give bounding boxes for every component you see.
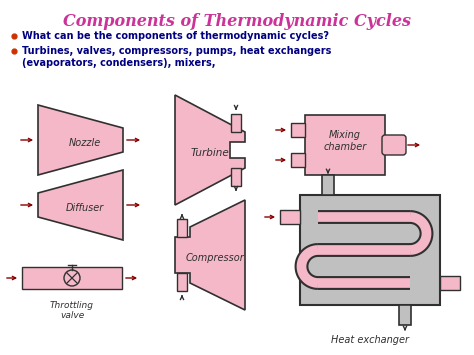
Text: Turbines, valves, compressors, pumps, heat exchangers
(evaporators, condensers),: Turbines, valves, compressors, pumps, he…	[22, 46, 331, 67]
Bar	[231, 114, 241, 132]
Bar	[300, 195, 440, 305]
Bar	[280, 210, 300, 224]
Text: Components of Thermodynamic Cycles: Components of Thermodynamic Cycles	[63, 13, 411, 30]
Polygon shape	[38, 105, 123, 175]
Text: Mixing
chamber: Mixing chamber	[323, 130, 366, 152]
Text: Compressor: Compressor	[186, 253, 245, 263]
Bar	[440, 276, 460, 290]
Bar	[399, 305, 411, 325]
Bar	[177, 219, 187, 237]
Bar	[177, 273, 187, 291]
Bar	[291, 153, 305, 167]
Bar	[291, 123, 305, 137]
Text: Turbine: Turbine	[191, 148, 229, 158]
FancyBboxPatch shape	[382, 135, 406, 155]
Text: What can be the components of thermodynamic cycles?: What can be the components of thermodyna…	[22, 31, 329, 41]
Bar	[305, 115, 385, 175]
Polygon shape	[38, 170, 123, 240]
Polygon shape	[175, 95, 245, 205]
Circle shape	[64, 270, 80, 286]
Text: Diffuser: Diffuser	[66, 203, 104, 213]
Bar	[322, 175, 334, 195]
Polygon shape	[175, 200, 245, 310]
Bar	[231, 168, 241, 186]
Text: Heat exchanger: Heat exchanger	[331, 335, 409, 345]
Bar	[22, 267, 122, 289]
Text: Throttling
valve: Throttling valve	[50, 301, 94, 321]
Text: Nozzle: Nozzle	[69, 138, 101, 148]
